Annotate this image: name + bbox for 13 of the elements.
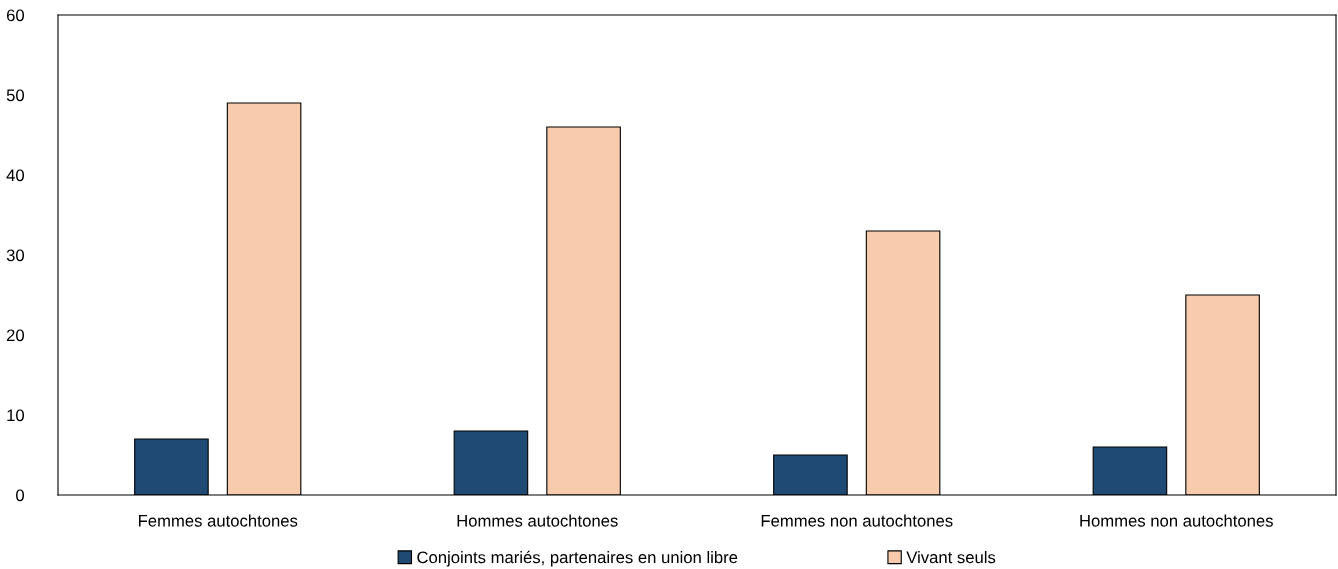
legend-label: Vivant seuls xyxy=(906,551,996,564)
y-tick-label: 30 xyxy=(6,249,25,262)
y-tick-label: 60 xyxy=(6,9,25,22)
x-tick-label: Femmes non autochtones xyxy=(761,514,953,527)
x-tick-label: Hommes non autochtones xyxy=(1080,514,1273,527)
x-tick-label: Femmes autochtones xyxy=(138,514,298,527)
y-tick-label: 20 xyxy=(6,329,25,342)
x-tick-label: Hommes autochtones xyxy=(457,514,618,527)
y-tick-label: 10 xyxy=(7,409,25,422)
legend-label: Conjoints mariés, partenaires en union libre xyxy=(417,550,738,567)
y-tick-label: 50 xyxy=(6,89,25,102)
y-tick-label: 40 xyxy=(6,169,25,182)
y-tick-label: 0 xyxy=(16,489,25,502)
